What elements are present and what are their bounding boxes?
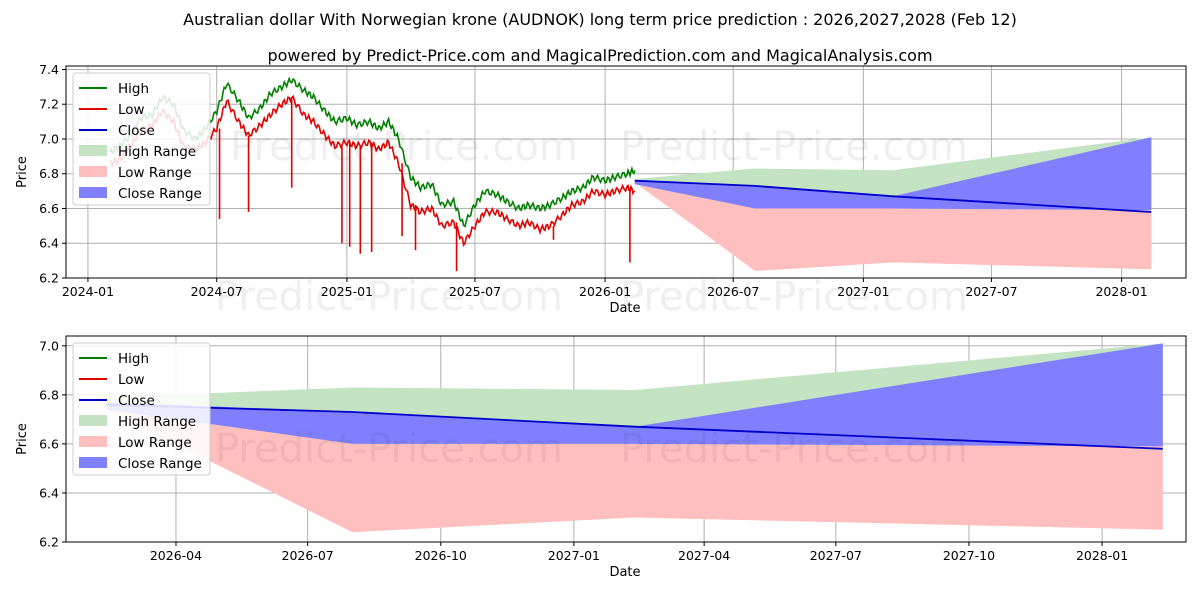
legend-entry: High (118, 351, 149, 367)
legend-swatch (79, 436, 107, 447)
legend-entry: Close Range (118, 456, 202, 472)
legend-swatch (79, 415, 107, 426)
y-tick-label: 6.4 (39, 485, 59, 500)
x-tick-label: 2026-04 (150, 548, 202, 563)
x-tick-label: 2028-01 (1076, 548, 1128, 563)
close-range-band (106, 343, 1163, 447)
legend-entry: High (118, 81, 149, 97)
legend-swatch (79, 187, 107, 198)
panel-forecast-zoom: 2026-04 2026-07 2026-10 2027-01 2027-04 2027-… (15, 335, 1187, 580)
close-line (106, 403, 1163, 450)
x-tick-label: 2026-07 (282, 548, 334, 563)
x-tick-label: 2026-01 (579, 284, 631, 299)
close-range-band (634, 137, 1152, 211)
legend-entry: High Range (118, 144, 196, 160)
y-tick-label: 6.2 (39, 271, 59, 286)
legend-entry: Close (118, 393, 155, 409)
y-tick-label: 7.2 (39, 97, 59, 112)
y-tick-label: 7.0 (39, 338, 59, 353)
watermark: Predict-Price.com (215, 426, 563, 472)
low-range-band (106, 409, 1163, 533)
axes-frame (65, 65, 1187, 279)
x-axis-label: Date (609, 301, 640, 316)
x-tick-label: 2026-10 (415, 548, 467, 563)
legend-entry: Close Range (118, 186, 202, 202)
legend-swatch (79, 166, 107, 177)
x-tick-label: 2028-01 (1095, 284, 1147, 299)
legend-box (72, 342, 211, 476)
axes-frame (65, 335, 1187, 543)
legend-entry: High Range (118, 414, 196, 430)
legend-box (72, 72, 211, 206)
watermark: Predict-Price.com (215, 274, 563, 320)
watermark: Predict-Price.com (230, 124, 578, 170)
y-tick-label: 7.4 (39, 62, 59, 77)
y-tick-label: 6.8 (39, 387, 59, 402)
watermark: Predict-Price.com (620, 426, 968, 472)
x-tick-label: 2027-10 (943, 548, 995, 563)
y-tick-label: 6.8 (39, 166, 59, 181)
legend-entry: Low (118, 102, 145, 118)
y-tick-label: 6.6 (39, 436, 59, 451)
x-tick-label: 2027-01 (548, 548, 600, 563)
legend-entry: Close (118, 123, 155, 139)
y-tick-label: 6.4 (39, 236, 59, 251)
x-axis-label: Date (609, 565, 640, 580)
close-line (634, 179, 1152, 213)
legend-swatch (79, 145, 107, 156)
y-tick-label: 7.0 (39, 131, 59, 146)
legend-entry: Low Range (118, 165, 192, 181)
low-range-band (634, 182, 1152, 271)
y-axis-label: Price (15, 423, 30, 455)
y-axis-label: Price (15, 156, 30, 188)
watermark: Predict-Price.com (620, 124, 968, 170)
x-tick-label: 2024-07 (191, 284, 243, 299)
x-tick-label: 2026-07 (707, 284, 759, 299)
x-tick-label: 2024-01 (62, 284, 114, 299)
legend: High Low Close High Range Low Range Close Ran… (72, 72, 211, 206)
panel-history-and-forecast: 2024-01 2024-07 2025-01 2025-07 2026-01 2026-… (15, 62, 1187, 320)
y-tick-label: 6.6 (39, 201, 59, 216)
legend: High Low Close High Range Low Range Close Ran… (72, 342, 211, 476)
legend-entry: Low (118, 372, 145, 388)
x-tick-label: 2027-04 (678, 548, 730, 563)
chart-title: Australian dollar With Norwegian krone (… (183, 10, 1017, 29)
x-tick-label: 2025-07 (449, 284, 501, 299)
x-tick-label: 2027-01 (837, 284, 889, 299)
x-tick-label: 2025-01 (321, 284, 373, 299)
legend-entry: Low Range (118, 435, 192, 451)
chart-subtitle: powered by Predict-Price.com and Magical… (267, 46, 933, 65)
legend-swatch (79, 457, 107, 468)
x-tick-label: 2027-07 (965, 284, 1017, 299)
watermark: Predict-Price.com (620, 274, 968, 320)
y-tick-label: 6.2 (39, 535, 59, 550)
x-tick-label: 2027-07 (810, 548, 862, 563)
